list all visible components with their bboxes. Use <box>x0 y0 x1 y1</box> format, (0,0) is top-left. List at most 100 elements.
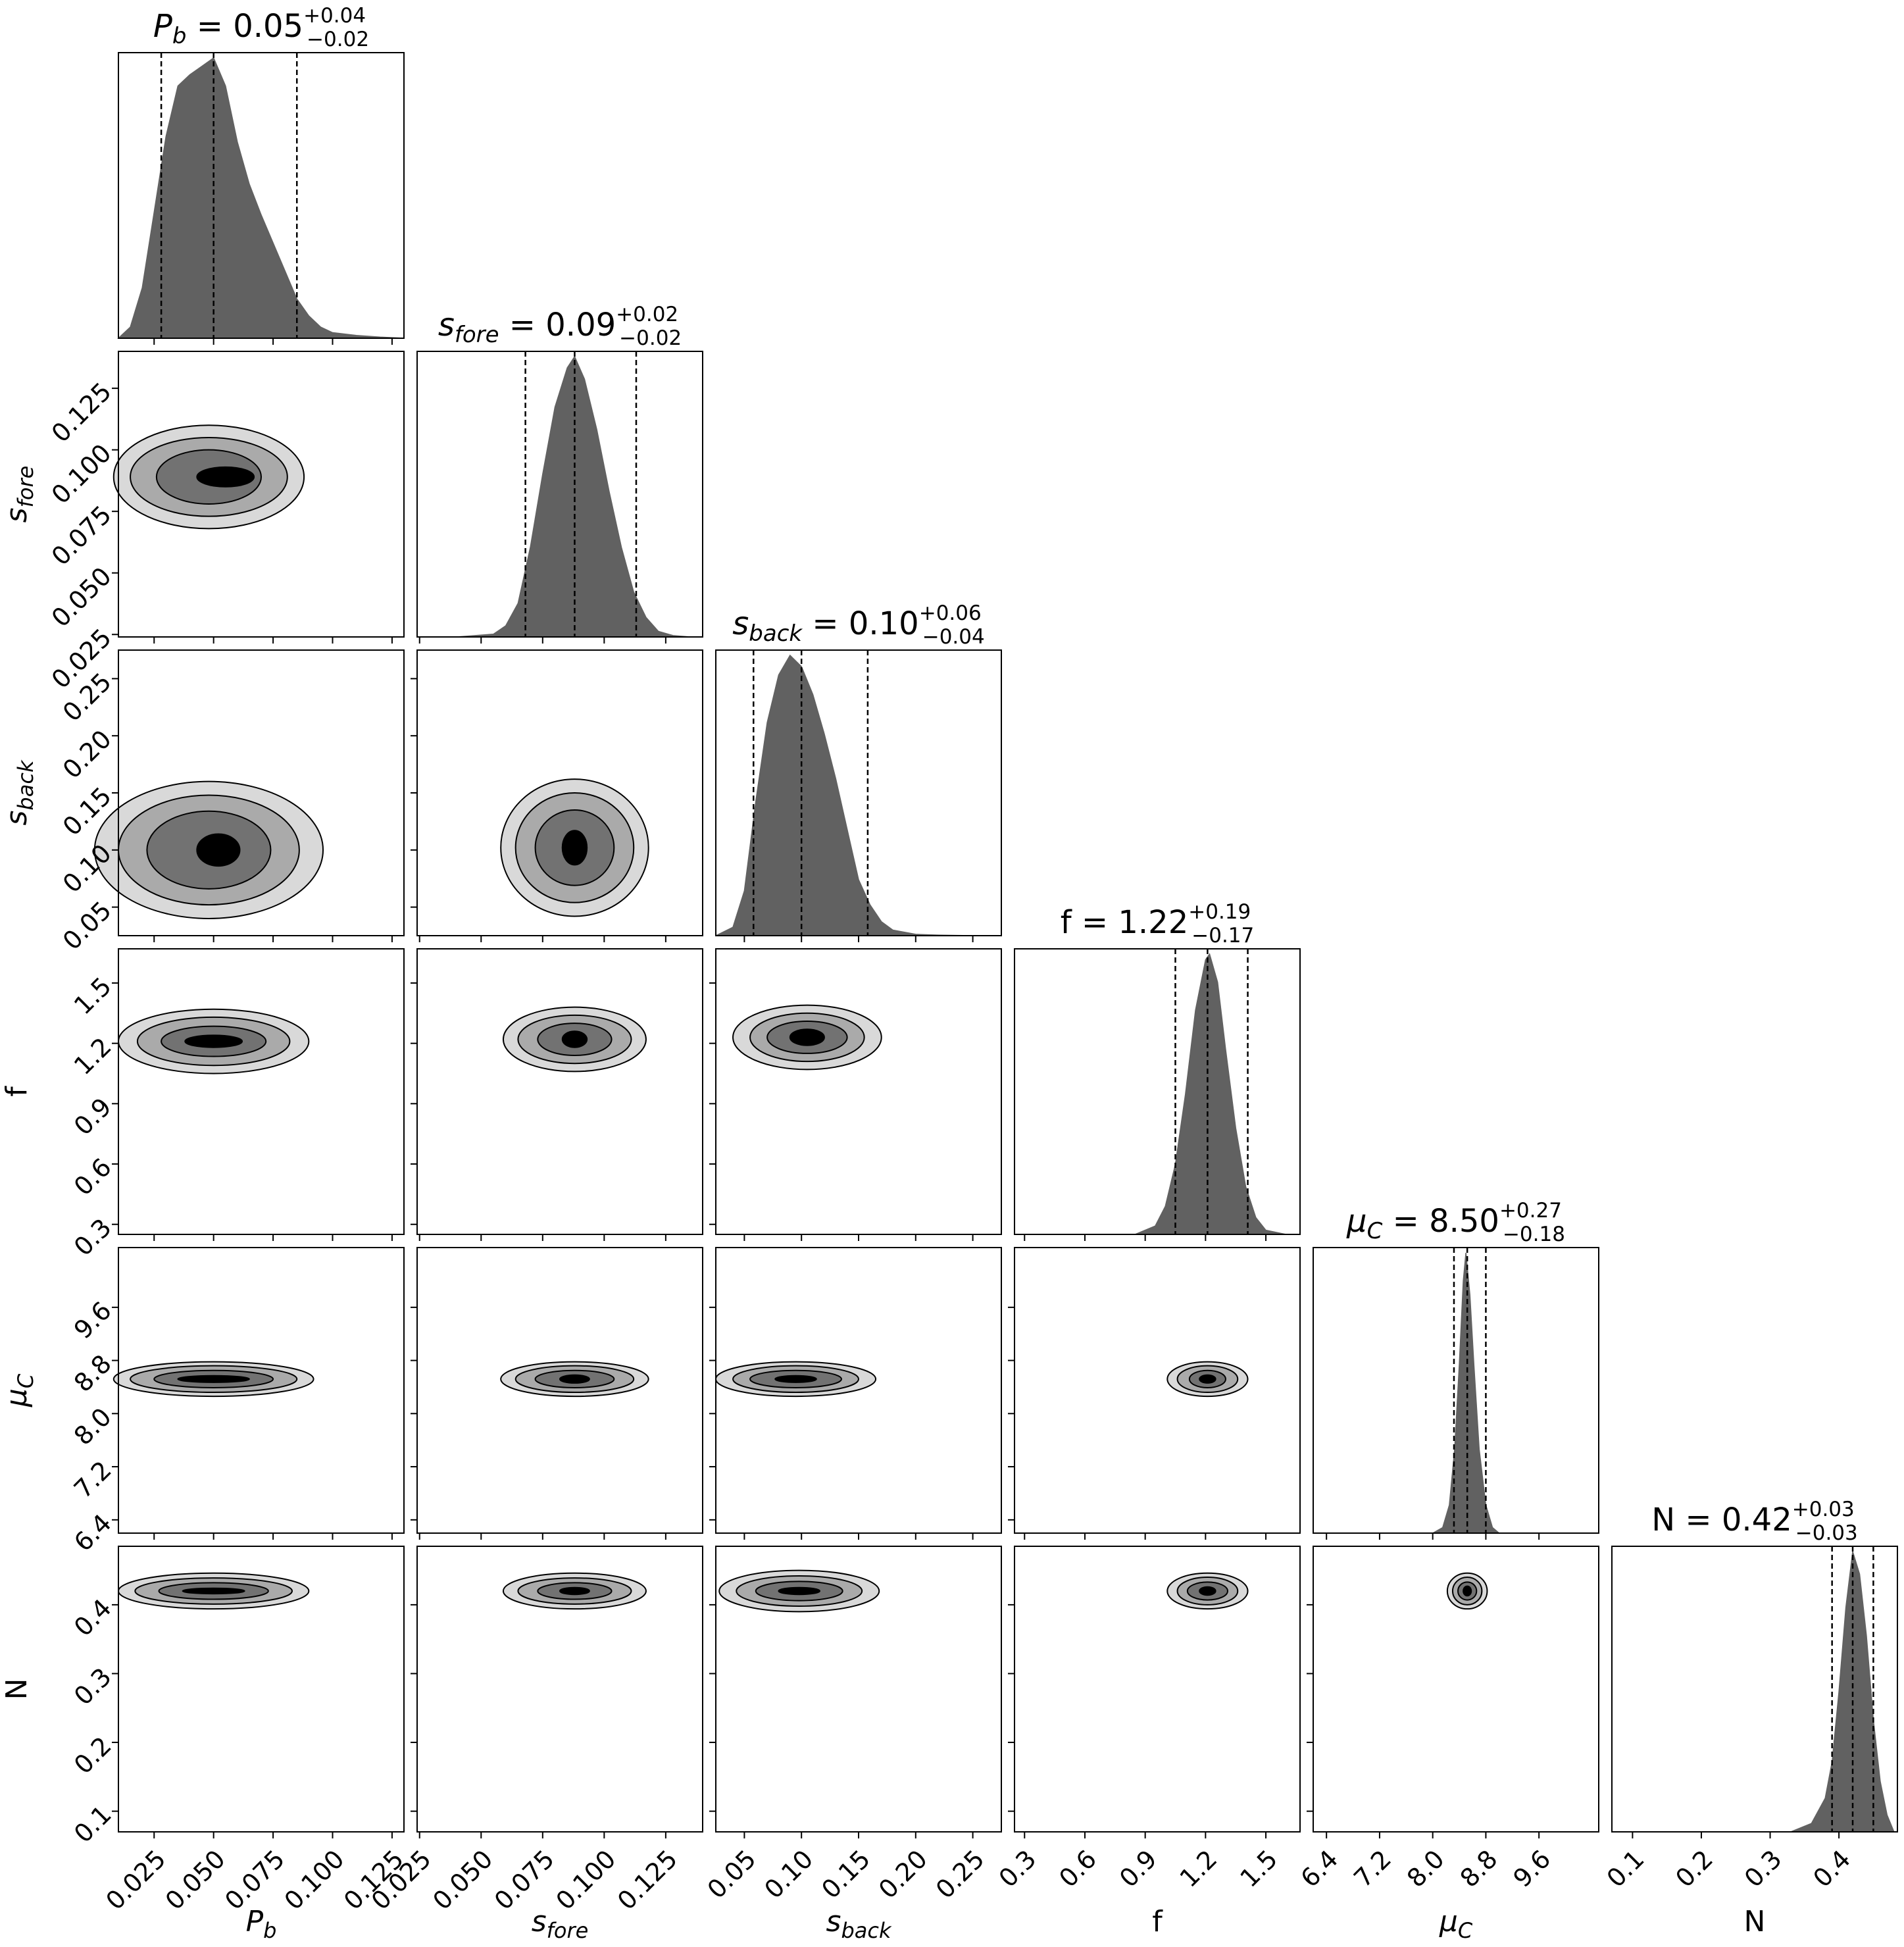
panel-frame-4-4 <box>1313 1247 1599 1534</box>
contour-panel-5-1 <box>502 1572 647 1610</box>
y-axis-label-4: μC <box>0 1373 38 1407</box>
y-axis-label-1: sfore <box>0 466 38 523</box>
contour-panel-5-3 <box>1166 1572 1249 1610</box>
contour-panel-5-0 <box>117 1572 310 1610</box>
contour-panel-4-1 <box>500 1361 649 1398</box>
panel-frame-1-0 <box>118 351 405 638</box>
x-axis-label-0: Pb <box>246 1905 277 1943</box>
panel-title-3: f = 1.22+0.19 −0.17 <box>1061 900 1255 948</box>
histogram-0 <box>117 57 405 339</box>
contour-level-4 <box>177 1375 250 1383</box>
contour-level-4 <box>774 1375 817 1383</box>
contour-panel-4-0 <box>113 1361 314 1398</box>
y-tick-label: 0.050 <box>46 561 117 632</box>
x-tick-label: 0.050 <box>427 1844 498 1915</box>
panel-title-4: μC = 8.50+0.27 −0.18 <box>1346 1199 1565 1246</box>
y-tick-label: 0.6 <box>68 1153 117 1201</box>
histogram-2 <box>715 654 973 936</box>
contour-level-4 <box>1199 1586 1216 1596</box>
histogram-4 <box>1430 1252 1501 1534</box>
x-tick-label: 8.8 <box>1455 1844 1503 1893</box>
contour-level-4 <box>559 1586 590 1596</box>
y-tick-label: 0.3 <box>68 1662 117 1711</box>
y-tick-label: 8.0 <box>68 1402 117 1451</box>
contour-panel-3-1 <box>502 1006 647 1073</box>
contour-level-4 <box>196 466 255 488</box>
contour-level-4 <box>182 1587 245 1595</box>
x-tick-label: 0.25 <box>930 1844 990 1904</box>
y-tick-label: 0.075 <box>46 500 117 571</box>
contour-level-4 <box>789 1028 825 1046</box>
x-tick-label: 0.6 <box>1053 1844 1102 1893</box>
panel-title-1: sfore = 0.09+0.02 −0.02 <box>438 303 682 350</box>
panel-frame-5-5 <box>1611 1546 1898 1833</box>
x-tick-label: 0.15 <box>816 1844 876 1904</box>
contour-panel-5-4 <box>1446 1572 1488 1610</box>
x-tick-label: 0.100 <box>279 1844 350 1915</box>
contour-panel-3-2 <box>732 1004 882 1071</box>
y-tick-label: 6.4 <box>68 1508 117 1557</box>
contour-level-4 <box>1199 1374 1216 1384</box>
y-tick-label: 0.4 <box>68 1594 117 1642</box>
y-tick-label: 0.3 <box>68 1213 117 1261</box>
x-tick-label: 8.0 <box>1401 1844 1450 1893</box>
x-tick-label: 0.9 <box>1114 1844 1163 1893</box>
x-tick-label: 7.2 <box>1348 1844 1397 1893</box>
x-tick-label: 0.4 <box>1807 1844 1856 1893</box>
panel-frame-5-3 <box>1014 1546 1301 1833</box>
contour-panel-1-0 <box>113 424 305 530</box>
y-tick-label: 0.20 <box>57 724 117 784</box>
panel-frame-1-1 <box>416 351 703 638</box>
panel-title-0: Pb = 0.05+0.04 −0.02 <box>153 4 369 51</box>
panel-frame-3-1 <box>416 948 703 1235</box>
y-tick-label: 7.2 <box>68 1455 117 1504</box>
contour-level-4 <box>561 1030 588 1048</box>
x-tick-label: 0.075 <box>489 1844 560 1915</box>
contour-panel-4-2 <box>715 1361 877 1398</box>
x-tick-label: 0.025 <box>100 1844 171 1915</box>
panel-frame-4-0 <box>118 1247 405 1534</box>
contour-panel-2-1 <box>500 778 649 917</box>
panel-frame-3-3 <box>1014 948 1301 1235</box>
contour-panel-4-3 <box>1166 1361 1249 1398</box>
x-axis-label-5: N <box>1744 1905 1766 1938</box>
y-tick-label: 0.100 <box>46 438 117 509</box>
panel-frame-5-4 <box>1313 1546 1599 1833</box>
panel-frame-0-0 <box>118 52 405 339</box>
x-tick-label: 0.100 <box>550 1844 621 1915</box>
y-axis-label-5: N <box>0 1679 34 1700</box>
y-tick-label: 0.125 <box>46 377 117 448</box>
panel-frame-4-1 <box>416 1247 703 1534</box>
x-tick-label: 0.3 <box>1739 1844 1788 1893</box>
x-axis-label-4: μC <box>1439 1905 1473 1943</box>
y-tick-label: 1.2 <box>68 1032 117 1080</box>
y-tick-label: 0.9 <box>68 1092 117 1141</box>
x-tick-label: 0.05 <box>702 1844 762 1904</box>
x-tick-label: 0.125 <box>612 1844 683 1915</box>
y-tick-label: 9.6 <box>68 1296 117 1345</box>
x-axis-label-2: sback <box>826 1905 892 1943</box>
x-tick-label: 9.6 <box>1507 1844 1556 1893</box>
x-axis-label-3: f <box>1152 1905 1163 1938</box>
panel-frame-5-1 <box>416 1546 703 1833</box>
histogram-5 <box>1790 1551 1895 1833</box>
contour-level-4 <box>1463 1585 1472 1597</box>
x-tick-label: 6.4 <box>1295 1844 1344 1893</box>
y-tick-label: 0.2 <box>68 1731 117 1780</box>
contour-level-4 <box>559 1374 590 1384</box>
y-tick-label: 8.8 <box>68 1349 117 1398</box>
y-tick-label: 0.1 <box>68 1800 117 1848</box>
x-tick-label: 0.3 <box>993 1844 1042 1893</box>
x-tick-label: 0.2 <box>1670 1844 1718 1893</box>
panel-title-2: sback = 0.10+0.06 −0.04 <box>732 601 984 649</box>
y-axis-label-3: f <box>0 1086 34 1097</box>
x-tick-label: 1.5 <box>1234 1844 1283 1893</box>
contour-level-4 <box>196 833 241 867</box>
x-tick-label: 0.050 <box>160 1844 231 1915</box>
panel-frame-4-3 <box>1014 1247 1301 1534</box>
panel-frame-5-0 <box>118 1546 405 1833</box>
panel-frame-3-0 <box>118 948 405 1235</box>
x-tick-label: 1.2 <box>1174 1844 1223 1893</box>
